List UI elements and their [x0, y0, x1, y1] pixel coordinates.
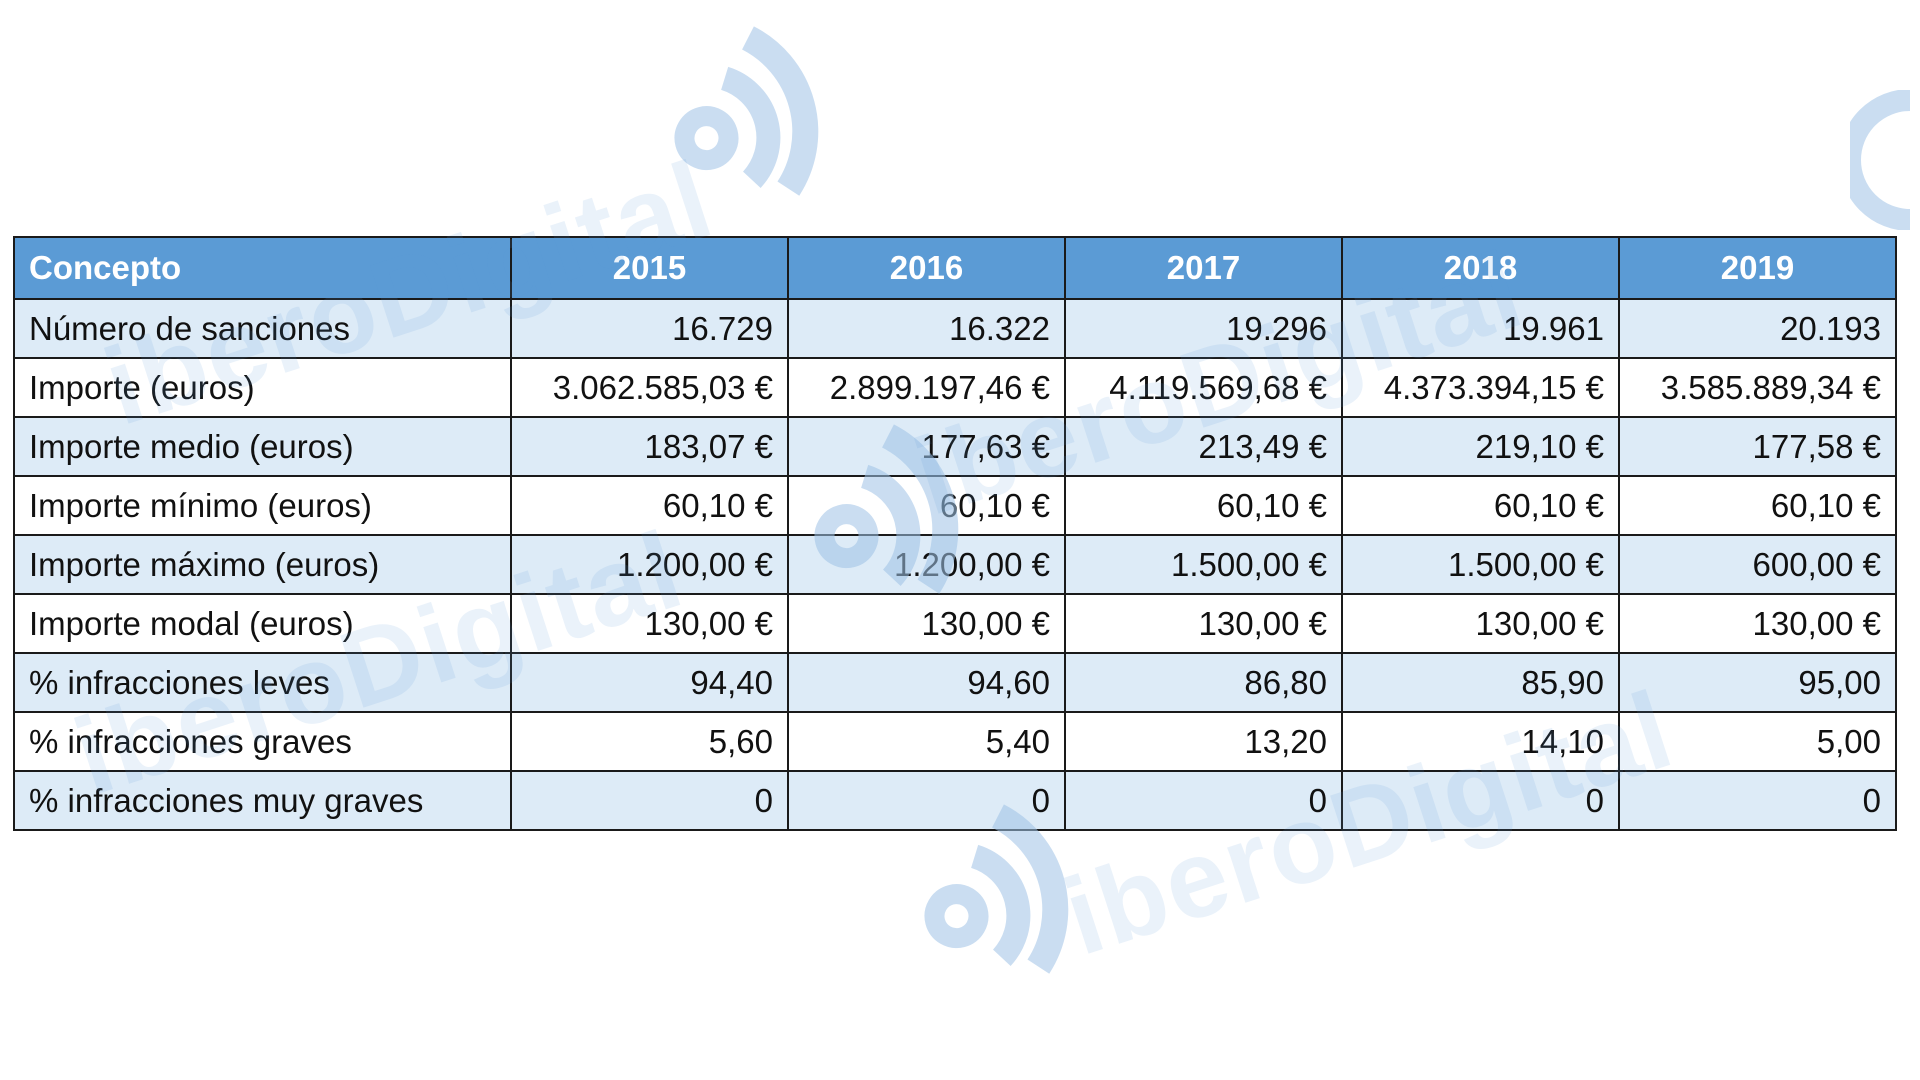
table-cell: 219,10 €: [1341, 416, 1620, 477]
header-year-2017: 2017: [1064, 236, 1343, 300]
table-cell: 94,40: [510, 652, 789, 713]
row-label: % infracciones muy graves: [13, 770, 512, 831]
table-cell: 130,00 €: [510, 593, 789, 654]
header-year-2015: 2015: [510, 236, 789, 300]
table-cell: 86,80: [1064, 652, 1343, 713]
row-label: Importe (euros): [13, 357, 512, 418]
table-cell: 213,49 €: [1064, 416, 1343, 477]
table-cell: 60,10 €: [1341, 475, 1620, 536]
table-cell: 60,10 €: [510, 475, 789, 536]
table-cell: 1.500,00 €: [1341, 534, 1620, 595]
table-cell: 60,10 €: [787, 475, 1066, 536]
header-year-2016: 2016: [787, 236, 1066, 300]
table-cell: 0: [1064, 770, 1343, 831]
table-cell: 130,00 €: [1064, 593, 1343, 654]
table-cell: 4.119.569,68 €: [1064, 357, 1343, 418]
radio-waves-logo-icon: [1850, 90, 1911, 230]
header-year-2018: 2018: [1341, 236, 1620, 300]
table-cell: 4.373.394,15 €: [1341, 357, 1620, 418]
table-cell: 16.322: [787, 298, 1066, 359]
header-year-2019: 2019: [1618, 236, 1897, 300]
table-row: Importe máximo (euros) 1.200,00 € 1.200,…: [13, 534, 1897, 595]
row-label: Importe modal (euros): [13, 593, 512, 654]
table-row: Importe (euros) 3.062.585,03 € 2.899.197…: [13, 357, 1897, 418]
table-cell: 60,10 €: [1618, 475, 1897, 536]
table-cell: 130,00 €: [1618, 593, 1897, 654]
table-row: % infracciones leves 94,40 94,60 86,80 8…: [13, 652, 1897, 713]
table-row: Importe medio (euros) 183,07 € 177,63 € …: [13, 416, 1897, 477]
table-cell: 130,00 €: [1341, 593, 1620, 654]
row-label: Número de sanciones: [13, 298, 512, 359]
radio-waves-logo-icon: [674, 26, 819, 196]
table-cell: 5,60: [510, 711, 789, 772]
row-label: Importe medio (euros): [13, 416, 512, 477]
table-header-row: Concepto 2015 2016 2017 2018 2019: [13, 236, 1897, 300]
table-cell: 5,00: [1618, 711, 1897, 772]
table-cell: 85,90: [1341, 652, 1620, 713]
row-label: Importe mínimo (euros): [13, 475, 512, 536]
header-concept: Concepto: [13, 236, 512, 300]
table-cell: 1.500,00 €: [1064, 534, 1343, 595]
table-cell: 0: [1618, 770, 1897, 831]
table-cell: 3.062.585,03 €: [510, 357, 789, 418]
table-cell: 600,00 €: [1618, 534, 1897, 595]
table-row: Número de sanciones 16.729 16.322 19.296…: [13, 298, 1897, 359]
table-row: % infracciones muy graves 0 0 0 0 0: [13, 770, 1897, 831]
table-cell: 20.193: [1618, 298, 1897, 359]
row-label: % infracciones leves: [13, 652, 512, 713]
table-cell: 94,60: [787, 652, 1066, 713]
table-cell: 177,63 €: [787, 416, 1066, 477]
table-cell: 1.200,00 €: [787, 534, 1066, 595]
table-cell: 16.729: [510, 298, 789, 359]
table-cell: 177,58 €: [1618, 416, 1897, 477]
table-row: % infracciones graves 5,60 5,40 13,20 14…: [13, 711, 1897, 772]
table-cell: 0: [787, 770, 1066, 831]
table-cell: 2.899.197,46 €: [787, 357, 1066, 418]
row-label: Importe máximo (euros): [13, 534, 512, 595]
sanctions-table: Concepto 2015 2016 2017 2018 2019 Número…: [13, 236, 1897, 831]
table-cell: 19.296: [1064, 298, 1343, 359]
table-row: Importe modal (euros) 130,00 € 130,00 € …: [13, 593, 1897, 654]
table-cell: 3.585.889,34 €: [1618, 357, 1897, 418]
table-cell: 183,07 €: [510, 416, 789, 477]
table-cell: 60,10 €: [1064, 475, 1343, 536]
table-cell: 0: [1341, 770, 1620, 831]
table-cell: 5,40: [787, 711, 1066, 772]
table-cell: 13,20: [1064, 711, 1343, 772]
table-row: Importe mínimo (euros) 60,10 € 60,10 € 6…: [13, 475, 1897, 536]
table-cell: 130,00 €: [787, 593, 1066, 654]
table-cell: 19.961: [1341, 298, 1620, 359]
table-cell: 0: [510, 770, 789, 831]
row-label: % infracciones graves: [13, 711, 512, 772]
table-cell: 1.200,00 €: [510, 534, 789, 595]
sanctions-table-container: Concepto 2015 2016 2017 2018 2019 Número…: [13, 236, 1897, 831]
table-cell: 14,10: [1341, 711, 1620, 772]
table-cell: 95,00: [1618, 652, 1897, 713]
